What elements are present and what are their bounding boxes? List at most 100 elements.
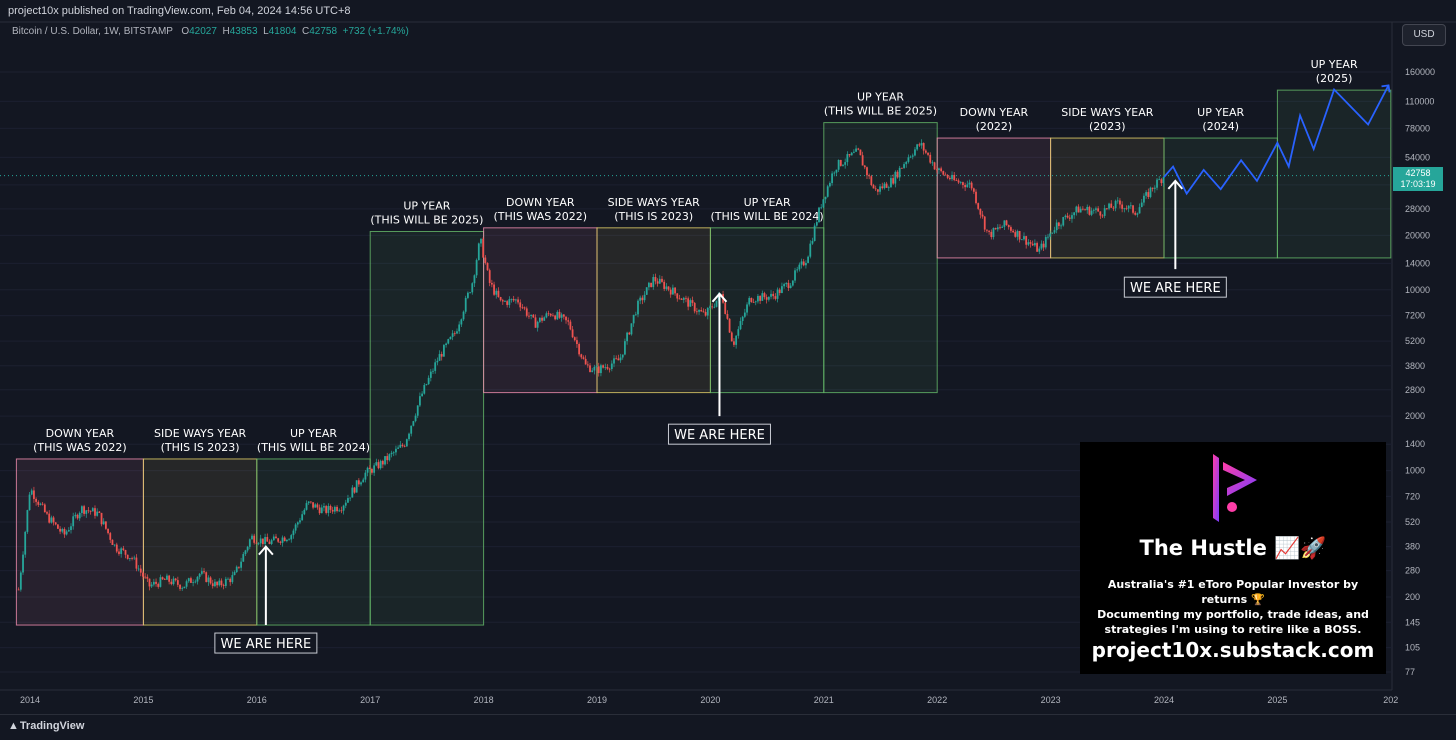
candle-body (534, 317, 537, 328)
candle-body (368, 467, 371, 469)
candle (196, 575, 199, 585)
candle (78, 511, 81, 522)
candle (157, 582, 160, 589)
candle-body (57, 524, 59, 529)
y-tick-label: 5200 (1405, 336, 1425, 346)
symbol-legend[interactable]: Bitcoin / U.S. Dollar, 1W, BITSTAMP O420… (12, 26, 409, 37)
candle-body (111, 539, 114, 546)
candle-body (218, 580, 221, 586)
candle (316, 502, 319, 510)
candle (37, 500, 40, 507)
zone-sublabel: (THIS WILL BE 2025) (824, 105, 937, 118)
candle (76, 513, 79, 520)
candle-body (251, 535, 253, 540)
candle (1049, 230, 1052, 240)
candle (1042, 240, 1045, 252)
candle (1047, 233, 1049, 240)
candle-body (285, 539, 288, 542)
candle-body (292, 530, 295, 536)
candle-body (255, 542, 258, 544)
promo-url[interactable]: project10x.substack.com (1091, 638, 1375, 662)
y-tick-label: 78000 (1405, 123, 1430, 133)
candle (1029, 239, 1032, 248)
zone-label: DOWN YEAR (46, 427, 115, 440)
candle-body (547, 313, 550, 315)
candle-body (486, 262, 489, 271)
x-tick-label: 2014 (20, 695, 40, 705)
currency-button[interactable]: USD (1402, 24, 1446, 46)
candle (1088, 205, 1091, 216)
candle (1051, 232, 1054, 235)
candle (384, 456, 386, 466)
candle-body (682, 297, 685, 300)
candle (750, 297, 753, 303)
candle (772, 291, 775, 300)
candle (255, 540, 258, 544)
candle (41, 502, 44, 506)
marker-label-box (667, 423, 771, 445)
candle-body (1051, 232, 1054, 234)
candle (951, 171, 953, 182)
candle (1064, 214, 1067, 220)
candle-body (224, 578, 227, 586)
candle-body (436, 360, 439, 363)
candle (957, 178, 960, 184)
candle-body (462, 311, 465, 320)
candle (275, 533, 277, 539)
candle-body (1010, 227, 1012, 231)
candle-body (1040, 243, 1043, 249)
candle (89, 510, 92, 515)
candle (597, 362, 600, 377)
candle-body (813, 225, 816, 241)
zone-sublabel: (THIS IS 2023) (161, 441, 240, 454)
candle (342, 504, 345, 515)
candle-body (986, 229, 988, 231)
candle-body (449, 336, 452, 340)
y-tick-label: 77 (1405, 667, 1415, 677)
candle (920, 139, 923, 149)
candle (28, 491, 31, 511)
candle (246, 545, 249, 553)
candle-body (150, 584, 153, 587)
tradingview-logo[interactable]: ▲ TradingView (8, 720, 85, 732)
candle (933, 161, 936, 170)
candle (1162, 176, 1165, 187)
candle-body (543, 317, 546, 321)
candle-body (525, 308, 528, 316)
candle-body (763, 293, 766, 298)
candle (283, 536, 286, 542)
candle (19, 570, 22, 592)
price-chart[interactable]: 1600001100007800054000380002800020000140… (0, 0, 1456, 714)
candle-body (767, 296, 770, 300)
candle (724, 301, 727, 315)
candle (739, 317, 742, 331)
candle (1092, 208, 1095, 214)
candle (785, 282, 788, 288)
candle (74, 512, 77, 519)
candle (1053, 226, 1056, 235)
candle-body (671, 287, 674, 295)
candle-body (423, 385, 426, 394)
x-tick-label: 2017 (360, 695, 380, 705)
candle (794, 267, 796, 284)
candle-body (1044, 236, 1047, 248)
candle (115, 542, 118, 554)
candle (416, 405, 419, 419)
tradingview-brand: TradingView (19, 720, 85, 732)
candle (35, 497, 38, 506)
candle-body (142, 572, 144, 577)
candle-body (405, 439, 408, 447)
candle-body (453, 333, 456, 335)
candle (126, 554, 129, 560)
candle (222, 583, 225, 590)
candle-body (259, 538, 262, 544)
candle-body (152, 581, 155, 585)
candle-body (990, 231, 993, 238)
candle (859, 149, 862, 156)
candle-body (770, 293, 772, 297)
y-tick-label: 1000 (1405, 466, 1425, 476)
candle-body (408, 433, 410, 440)
candle (128, 558, 131, 562)
candle (818, 206, 820, 224)
candle-body (1003, 220, 1006, 227)
